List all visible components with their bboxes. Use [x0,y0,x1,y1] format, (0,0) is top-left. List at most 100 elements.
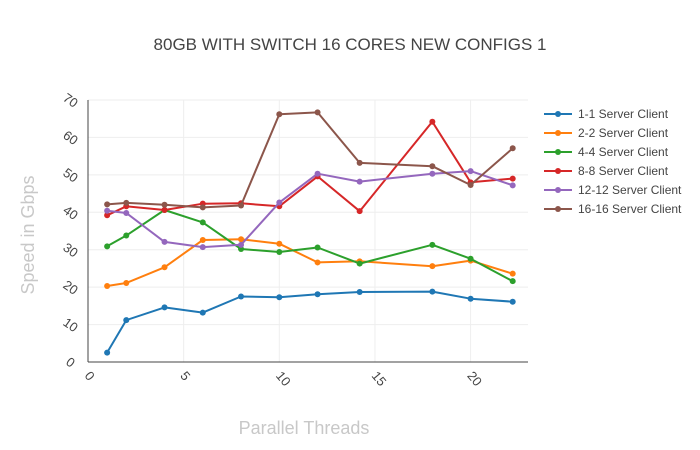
grid-layer [88,99,528,362]
y-tick-label: 10 [60,315,80,336]
data-point[interactable] [509,298,516,305]
y-tick-label: 70 [60,90,80,111]
legend-label: 12-12 Server Client [578,183,682,197]
series-1 [104,288,516,356]
data-point[interactable] [429,263,436,270]
data-point[interactable] [429,163,436,170]
series-3 [104,207,516,285]
x-tick-label: 15 [369,368,390,389]
data-point[interactable] [161,238,168,245]
legend-swatch-marker [555,130,561,136]
data-point[interactable] [509,182,516,189]
data-point[interactable] [104,201,111,208]
legend-label: 8-8 Server Client [578,164,669,178]
data-point[interactable] [161,304,168,311]
legend-label: 2-2 Server Client [578,126,669,140]
data-point[interactable] [509,278,516,285]
data-point[interactable] [276,240,283,247]
data-point[interactable] [104,243,111,250]
data-point[interactable] [238,241,245,248]
data-point[interactable] [429,118,436,125]
legend-item[interactable]: 2-2 Server Client [544,126,669,140]
data-point[interactable] [314,291,321,298]
data-point[interactable] [104,207,111,214]
data-point[interactable] [161,264,168,271]
y-tick-label: 20 [60,277,80,298]
data-point[interactable] [467,168,474,175]
data-point[interactable] [238,293,245,300]
legend[interactable]: 1-1 Server Client 2-2 Server Client 4-4 Se… [544,107,682,216]
series-line [106,238,513,287]
data-point[interactable] [104,349,111,356]
series-line [106,209,514,283]
data-point[interactable] [314,109,321,116]
data-point[interactable] [161,207,168,214]
data-point[interactable] [356,289,363,296]
data-point[interactable] [238,245,245,252]
data-point[interactable] [356,260,363,267]
data-point[interactable] [276,248,283,255]
data-point[interactable] [161,201,168,208]
y-tick-label: 30 [60,240,80,261]
legend-item[interactable]: 8-8 Server Client [544,164,669,178]
legend-item[interactable]: 1-1 Server Client [544,107,669,121]
data-point[interactable] [123,210,130,217]
legend-label: 4-4 Server Client [578,145,669,159]
data-point[interactable] [467,255,474,262]
data-point[interactable] [199,219,206,226]
legend-item[interactable]: 12-12 Server Client [544,183,682,197]
legend-swatch-marker [555,111,561,117]
series-line [107,111,514,209]
data-point[interactable] [199,309,206,316]
data-point[interactable] [199,204,206,211]
data-point[interactable] [509,145,516,152]
data-point[interactable] [104,283,111,290]
data-point[interactable] [314,170,321,177]
data-point[interactable] [467,181,474,188]
y-tick-label: 60 [60,127,80,148]
series-layer [104,109,516,356]
data-point[interactable] [123,280,130,287]
data-point[interactable] [509,175,516,182]
data-point[interactable] [123,317,130,324]
data-point[interactable] [429,170,436,177]
x-tick-label: 5 [177,368,193,383]
data-point[interactable] [467,295,474,302]
data-point[interactable] [356,159,363,166]
data-point[interactable] [356,208,363,215]
legend-label: 16-16 Server Client [578,202,682,216]
legend-swatch-marker [555,187,561,193]
legend-item[interactable]: 4-4 Server Client [544,145,669,159]
chart-title: 80GB WITH SWITCH 16 CORES NEW CONFIGS 1 [154,35,547,54]
legend-swatch-marker [555,206,561,212]
legend-item[interactable]: 16-16 Server Client [544,202,682,216]
axis-layer: 0 5 10 15 20 0 10 20 30 40 50 60 70 [60,90,528,389]
series-6 [104,109,516,211]
data-point[interactable] [276,199,283,206]
y-tick-label: 0 [63,354,78,370]
data-point[interactable] [509,270,516,277]
data-point[interactable] [429,241,436,248]
data-point[interactable] [199,236,206,243]
legend-swatch-marker [555,149,561,155]
data-point[interactable] [314,259,321,266]
data-point[interactable] [276,294,283,301]
x-tick-label: 0 [82,368,98,383]
data-point[interactable] [238,236,245,243]
x-axis-title: Parallel Threads [239,418,370,438]
data-point[interactable] [123,199,130,206]
series-2 [104,236,516,290]
data-point[interactable] [314,244,321,251]
data-point[interactable] [276,111,283,118]
y-tick-label: 50 [60,165,80,186]
data-point[interactable] [199,244,206,251]
data-point[interactable] [123,232,130,239]
legend-label: 1-1 Server Client [578,107,669,121]
data-point[interactable] [356,178,363,185]
data-point[interactable] [104,212,111,219]
legend-swatch-marker [555,168,561,174]
data-point[interactable] [429,288,436,295]
data-point[interactable] [238,202,245,209]
